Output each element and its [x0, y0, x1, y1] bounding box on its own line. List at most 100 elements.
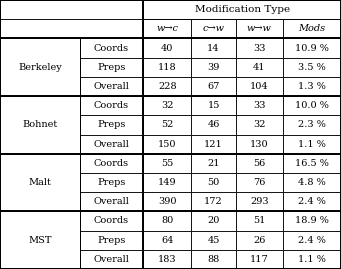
Bar	[191, 77, 236, 96]
Bar	[0, 211, 80, 269]
Text: 55: 55	[161, 159, 174, 168]
Text: 45: 45	[207, 236, 220, 245]
Text: Overall: Overall	[94, 82, 130, 91]
Bar	[283, 96, 341, 115]
Bar	[144, 19, 191, 38]
Bar	[80, 38, 144, 58]
Text: 46: 46	[207, 121, 220, 129]
Bar	[144, 134, 191, 154]
Bar	[0, 38, 80, 96]
Bar	[80, 77, 144, 96]
Text: 293: 293	[250, 197, 268, 206]
Text: 130: 130	[250, 140, 268, 148]
Bar	[283, 38, 341, 58]
Text: 2.3 %: 2.3 %	[298, 121, 326, 129]
Text: Berkeley: Berkeley	[18, 63, 62, 72]
Bar	[144, 250, 191, 269]
Text: 228: 228	[158, 82, 177, 91]
Bar	[144, 231, 191, 250]
Text: 150: 150	[158, 140, 177, 148]
Text: Coords: Coords	[94, 101, 129, 110]
Text: 21: 21	[207, 159, 220, 168]
Text: 4.8 %: 4.8 %	[298, 178, 326, 187]
Text: 2.4 %: 2.4 %	[298, 197, 326, 206]
Text: 390: 390	[158, 197, 177, 206]
Bar	[283, 192, 341, 211]
Text: 1.1 %: 1.1 %	[298, 140, 326, 148]
Bar	[191, 231, 236, 250]
Bar	[191, 96, 236, 115]
Bar	[144, 192, 191, 211]
Bar	[191, 173, 236, 192]
Text: 149: 149	[158, 178, 177, 187]
Text: Modification Type: Modification Type	[195, 5, 290, 14]
Text: 3.5 %: 3.5 %	[298, 63, 326, 72]
Bar	[236, 231, 283, 250]
Text: Coords: Coords	[94, 44, 129, 52]
Text: Overall: Overall	[94, 255, 130, 264]
Bar	[191, 134, 236, 154]
Text: Preps: Preps	[97, 178, 126, 187]
Text: 67: 67	[207, 82, 220, 91]
Bar	[236, 96, 283, 115]
Bar	[80, 250, 144, 269]
Text: 15: 15	[207, 101, 220, 110]
Text: 41: 41	[253, 63, 265, 72]
Bar	[236, 192, 283, 211]
Bar	[191, 250, 236, 269]
Bar	[283, 58, 341, 77]
Bar	[191, 38, 236, 58]
Text: Bohnet: Bohnet	[22, 121, 58, 129]
Bar	[191, 154, 236, 173]
Text: 80: 80	[161, 217, 174, 225]
Text: 10.0 %: 10.0 %	[295, 101, 329, 110]
Bar	[80, 211, 144, 231]
Bar	[80, 58, 144, 77]
Bar	[191, 115, 236, 134]
Bar	[144, 115, 191, 134]
Text: Overall: Overall	[94, 197, 130, 206]
Bar	[144, 96, 191, 115]
Text: 88: 88	[207, 255, 220, 264]
Bar	[80, 192, 144, 211]
Text: 104: 104	[250, 82, 268, 91]
Text: 50: 50	[207, 178, 220, 187]
Bar	[236, 250, 283, 269]
Bar	[144, 173, 191, 192]
Text: 51: 51	[253, 217, 265, 225]
Text: 183: 183	[158, 255, 177, 264]
Text: Preps: Preps	[97, 236, 126, 245]
Text: 16.5 %: 16.5 %	[295, 159, 329, 168]
Bar	[283, 19, 341, 38]
Text: 32: 32	[253, 121, 265, 129]
Text: 1.1 %: 1.1 %	[298, 255, 326, 264]
Text: Overall: Overall	[94, 140, 130, 148]
Text: Coords: Coords	[94, 159, 129, 168]
Bar	[80, 231, 144, 250]
Text: 2.4 %: 2.4 %	[298, 236, 326, 245]
Text: Coords: Coords	[94, 217, 129, 225]
Bar	[0, 19, 144, 38]
Bar	[144, 77, 191, 96]
Bar	[191, 192, 236, 211]
Text: Mods: Mods	[298, 24, 325, 33]
Text: 33: 33	[253, 44, 265, 52]
Bar	[283, 77, 341, 96]
Text: 118: 118	[158, 63, 177, 72]
Bar	[144, 154, 191, 173]
Text: Malt: Malt	[28, 178, 51, 187]
Bar	[236, 211, 283, 231]
Text: w→w: w→w	[247, 24, 272, 33]
Bar	[236, 77, 283, 96]
Text: c→w: c→w	[203, 24, 224, 33]
Bar	[80, 173, 144, 192]
Bar	[144, 0, 341, 19]
Text: 172: 172	[204, 197, 223, 206]
Bar	[283, 250, 341, 269]
Text: 39: 39	[207, 63, 220, 72]
Text: 117: 117	[250, 255, 269, 264]
Bar	[283, 115, 341, 134]
Text: 33: 33	[253, 101, 265, 110]
Bar	[80, 134, 144, 154]
Text: 10.9 %: 10.9 %	[295, 44, 329, 52]
